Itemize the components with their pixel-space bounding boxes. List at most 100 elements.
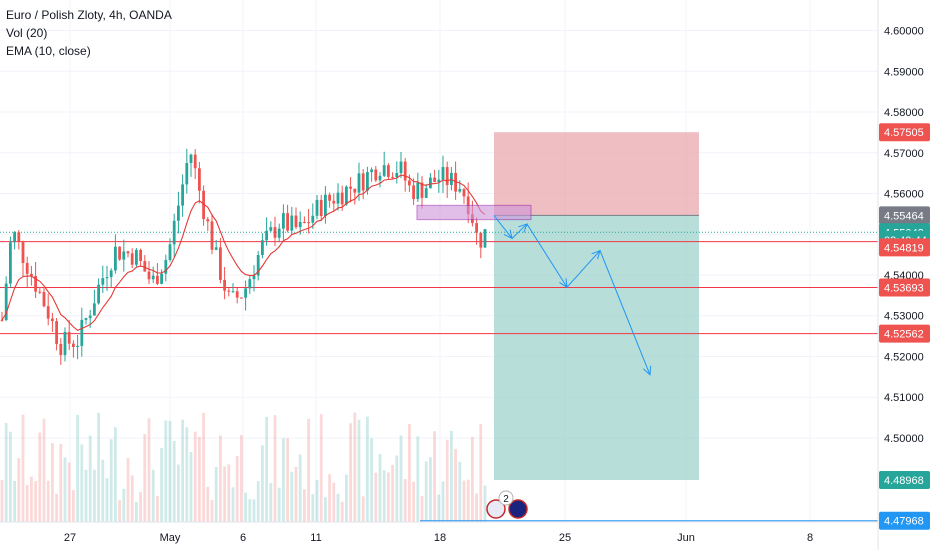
- candle-body: [353, 188, 357, 193]
- volume-bar: [80, 444, 84, 522]
- candle-body: [332, 200, 336, 204]
- volume-bar: [311, 494, 315, 522]
- volume-bar: [357, 419, 361, 522]
- volume-bar: [382, 470, 386, 522]
- candle-body: [231, 291, 235, 293]
- candle-body: [277, 228, 281, 238]
- candle-body: [135, 249, 138, 265]
- candle-body: [189, 154, 193, 164]
- volume-bar: [235, 456, 239, 522]
- volume-bar: [269, 483, 273, 522]
- candle-body: [265, 230, 268, 241]
- price-axis[interactable]: 4.600004.590004.580004.570004.560004.550…: [877, 0, 932, 550]
- volume-bar: [59, 443, 63, 522]
- volume-bar: [361, 496, 365, 522]
- horizontal-lines[interactable]: [0, 241, 878, 522]
- candle-body: [181, 184, 184, 206]
- event-icons[interactable]: 2: [486, 490, 528, 519]
- candle-body: [219, 247, 222, 280]
- price-tag[interactable]: [879, 238, 930, 257]
- projection-arrow[interactable]: [526, 223, 568, 288]
- projection-arrow[interactable]: [511, 223, 528, 239]
- price-tag-label: 4.54819: [884, 242, 924, 254]
- volume-bar: [391, 464, 394, 522]
- candle-body: [252, 275, 256, 280]
- volume-bar: [38, 432, 42, 522]
- candle-body: [13, 232, 16, 243]
- candle-body: [210, 221, 214, 250]
- volume-bar: [324, 497, 327, 522]
- volume-bar: [72, 490, 75, 522]
- candle-body: [445, 167, 449, 186]
- volume-bar: [168, 421, 172, 522]
- symbol-title[interactable]: Euro / Polish Zloty, 4h, OANDA: [6, 8, 172, 22]
- volume-bar: [185, 427, 189, 522]
- candle-body: [164, 260, 168, 274]
- volume-bar: [294, 466, 298, 522]
- time-tick-label: 18: [434, 532, 446, 544]
- candle-body: [25, 262, 29, 274]
- price-tag-label: 4.55464: [884, 210, 924, 222]
- volume-bar: [30, 476, 33, 522]
- ema-indicator-label[interactable]: EMA (10, close): [6, 44, 91, 58]
- volume-indicator-label[interactable]: Vol (20): [6, 26, 48, 40]
- projection-arrow[interactable]: [599, 250, 651, 376]
- volume-bar: [420, 495, 424, 522]
- candle-body: [55, 321, 58, 344]
- volume-bar: [450, 430, 453, 522]
- candle-body: [114, 246, 117, 271]
- price-tag[interactable]: [879, 206, 930, 225]
- candle-body: [269, 227, 273, 231]
- candle-body: [412, 185, 415, 200]
- price-tag[interactable]: [879, 324, 930, 343]
- candle-body: [408, 180, 411, 186]
- volume-bar: [143, 433, 147, 522]
- volume-bar: [286, 438, 289, 522]
- volume-bar: [147, 418, 151, 522]
- volume-bar: [416, 436, 420, 522]
- candle-body: [72, 343, 75, 347]
- volume-bar: [483, 485, 487, 522]
- candle-body: [17, 232, 21, 242]
- time-axis[interactable]: 27 May 6 11 18 25 Jun 8: [0, 521, 878, 544]
- price-tag-label: 4.48968: [884, 475, 924, 487]
- candle-body: [261, 240, 264, 256]
- projection-arrow[interactable]: [493, 215, 513, 239]
- projection-drawings[interactable]: [416, 204, 652, 376]
- position-zones[interactable]: [0, 132, 878, 481]
- resistance-box[interactable]: [416, 204, 532, 221]
- candle-body: [185, 163, 189, 185]
- price-tick-label: 4.59000: [884, 66, 924, 78]
- chart-legend: Euro / Polish Zloty, 4h, OANDA Vol (20) …: [6, 6, 172, 60]
- price-tag[interactable]: [879, 511, 930, 530]
- take-profit-zone[interactable]: [494, 215, 699, 481]
- volume-bar: [437, 494, 441, 522]
- price-tag[interactable]: [879, 123, 930, 142]
- candle-body: [479, 232, 483, 248]
- volume-bar: [156, 495, 159, 522]
- candle-body: [378, 175, 382, 181]
- candle-body: [298, 221, 302, 228]
- price-tag[interactable]: [879, 278, 930, 297]
- volume-bar: [471, 436, 474, 522]
- candle-body: [227, 290, 231, 292]
- volume-bar: [101, 459, 105, 522]
- flag-event-icon[interactable]: [508, 499, 528, 519]
- candle-body: [387, 165, 390, 177]
- candle-body: [34, 276, 37, 292]
- price-tick-label: 4.60000: [884, 26, 924, 38]
- arrow-head: [643, 365, 652, 376]
- candle-body: [244, 288, 247, 298]
- projection-arrow[interactable]: [566, 250, 601, 288]
- candle-body: [206, 219, 210, 222]
- candle-body: [42, 291, 46, 307]
- candle-body: [76, 345, 79, 347]
- volume-bar: [248, 499, 252, 522]
- flag-event-icon[interactable]: [486, 499, 506, 519]
- price-tag[interactable]: [879, 471, 930, 490]
- candle-body: [84, 318, 88, 320]
- stop-loss-zone[interactable]: [494, 132, 699, 216]
- ema-line: [1, 174, 486, 332]
- volume-bar: [307, 418, 310, 522]
